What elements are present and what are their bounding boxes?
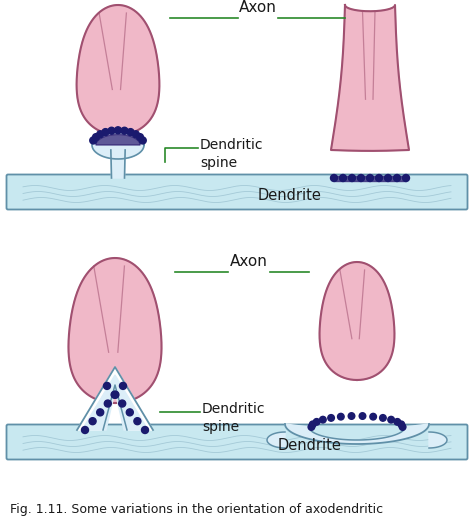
Text: Dendritic
spine: Dendritic spine	[202, 402, 265, 435]
Circle shape	[393, 175, 401, 181]
Circle shape	[375, 175, 383, 181]
Circle shape	[108, 127, 115, 134]
Polygon shape	[111, 150, 125, 178]
Circle shape	[348, 175, 356, 181]
Text: Dendritic
spine: Dendritic spine	[200, 138, 264, 170]
Circle shape	[402, 175, 410, 181]
Circle shape	[337, 413, 344, 420]
Text: Dendrite: Dendrite	[258, 188, 322, 202]
FancyBboxPatch shape	[7, 425, 467, 460]
Circle shape	[115, 127, 121, 134]
Circle shape	[89, 418, 96, 425]
Polygon shape	[77, 5, 159, 135]
Circle shape	[121, 127, 128, 134]
Circle shape	[384, 175, 392, 181]
Circle shape	[90, 137, 97, 144]
Circle shape	[380, 415, 386, 421]
Circle shape	[357, 175, 365, 181]
Polygon shape	[82, 375, 148, 430]
Circle shape	[139, 137, 146, 144]
Circle shape	[308, 424, 315, 430]
Circle shape	[399, 424, 406, 430]
Circle shape	[97, 131, 104, 138]
Circle shape	[112, 391, 119, 398]
Polygon shape	[267, 432, 285, 448]
Polygon shape	[319, 262, 394, 380]
Circle shape	[388, 416, 394, 423]
Circle shape	[348, 413, 355, 419]
Text: Fig. 1.11. Some variations in the orientation of axodendritic: Fig. 1.11. Some variations in the orient…	[10, 504, 383, 517]
Circle shape	[126, 409, 133, 416]
Polygon shape	[331, 5, 409, 151]
Text: Axon: Axon	[239, 0, 277, 15]
Polygon shape	[334, 176, 406, 181]
Polygon shape	[285, 424, 429, 444]
Polygon shape	[92, 131, 144, 159]
Circle shape	[319, 416, 326, 423]
Circle shape	[370, 413, 376, 420]
Circle shape	[103, 382, 110, 390]
Circle shape	[132, 131, 139, 138]
Circle shape	[127, 129, 134, 135]
Circle shape	[328, 415, 334, 421]
Circle shape	[310, 421, 316, 428]
Circle shape	[313, 418, 320, 425]
Circle shape	[142, 426, 148, 434]
Circle shape	[398, 421, 405, 428]
Circle shape	[359, 413, 366, 419]
Circle shape	[330, 175, 337, 181]
Polygon shape	[429, 432, 447, 448]
Polygon shape	[96, 134, 140, 145]
Circle shape	[118, 400, 126, 407]
Circle shape	[97, 409, 104, 416]
Circle shape	[92, 133, 100, 141]
Circle shape	[82, 426, 89, 434]
Circle shape	[111, 391, 118, 398]
Circle shape	[394, 418, 401, 425]
Circle shape	[339, 175, 346, 181]
FancyBboxPatch shape	[7, 175, 467, 210]
Polygon shape	[68, 258, 162, 403]
Circle shape	[104, 400, 111, 407]
Polygon shape	[77, 367, 153, 430]
Text: Axon: Axon	[230, 254, 268, 269]
Circle shape	[102, 129, 109, 135]
Circle shape	[137, 133, 144, 141]
Circle shape	[134, 418, 141, 425]
Circle shape	[366, 175, 374, 181]
Circle shape	[119, 382, 127, 390]
Text: Dendrite: Dendrite	[278, 438, 342, 453]
